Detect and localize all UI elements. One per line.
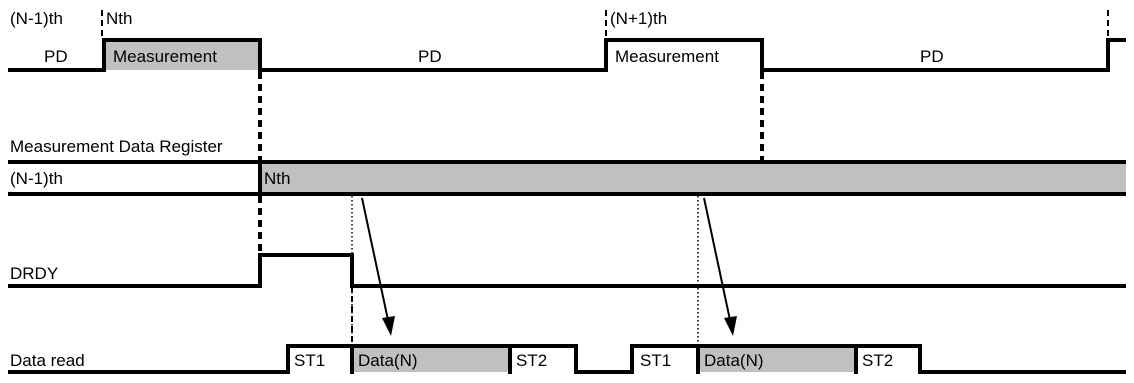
measurement-waveform [8, 38, 1126, 72]
data-read-row: Data read ST1 Data(N) ST2 ST1 Data(N) ST… [8, 344, 1126, 374]
prev-cycle-label: (N-1)th [10, 9, 63, 28]
pd-label-2: PD [418, 47, 442, 66]
nth-measurement-fill [104, 40, 260, 70]
data-read-waveform [8, 344, 1126, 374]
arrow-head-1 [382, 316, 395, 336]
st1-label-1: ST1 [294, 351, 325, 370]
data-n-label-1: Data(N) [358, 351, 418, 370]
read-arrow-1 [361, 197, 395, 336]
drdy-waveform [8, 253, 1126, 288]
read-arrow-2 [703, 197, 737, 336]
nth-cycle-label: Nth [106, 9, 132, 28]
next-cycle-label: (N+1)th [610, 9, 667, 28]
register-nth-fill [260, 162, 1126, 194]
st2-label-2: ST2 [862, 351, 893, 370]
measurement-label-next: Measurement [615, 47, 719, 66]
measurement-label-nth: Measurement [113, 47, 217, 66]
data-n-fill-1 [352, 346, 510, 372]
data-n-fill-2 [698, 346, 856, 372]
data-register-row: Measurement Data Register (N-1)th Nth [8, 137, 1126, 196]
data-n-label-2: Data(N) [704, 351, 764, 370]
st1-label-2: ST1 [640, 351, 671, 370]
data-read-label: Data read [10, 351, 85, 370]
st2-label-1: ST2 [516, 351, 547, 370]
arrow-head-2 [724, 316, 737, 336]
register-title: Measurement Data Register [10, 137, 223, 156]
register-prev-value: (N-1)th [10, 169, 63, 188]
drdy-label: DRDY [10, 264, 58, 283]
register-nth-value: Nth [264, 169, 290, 188]
pd-label-1: PD [44, 47, 68, 66]
drdy-row: DRDY [8, 253, 1126, 288]
pd-label-3: PD [920, 47, 944, 66]
measurement-cycle-row: (N-1)th Nth (N+1)th PD Measurement PD Me… [8, 9, 1126, 72]
